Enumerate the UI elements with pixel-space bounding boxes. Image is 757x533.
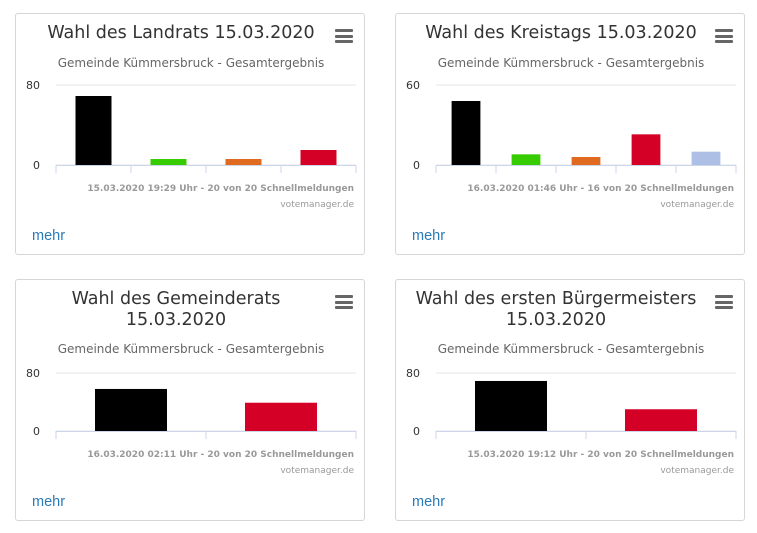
chart-svg-landrat: 0 80	[26, 79, 357, 173]
status-text: 16.03.2020 01:46 Uhr - 16 von 20 Schnell…	[467, 184, 734, 194]
y-tick-label: 80	[26, 367, 40, 380]
bar	[571, 157, 601, 165]
credit-text: votemanager.de	[660, 466, 734, 476]
bar	[511, 154, 541, 165]
chart-title: Wahl des Landrats 15.03.2020	[47, 23, 315, 43]
chart-card-buergermeister: 0 80 Wahl des ersten Bürgermeisters 15.03…	[395, 279, 745, 521]
more-link[interactable]: mehr	[32, 494, 66, 510]
credit-text: votemanager.de	[660, 200, 734, 210]
bar	[150, 159, 187, 165]
bar	[625, 409, 697, 431]
chart-card-kreistag: 0 60 Wahl des Kreistags 15.03.2020 Gemein…	[395, 13, 745, 255]
chart-card-landrat: 0 80 Wahl des Landrats 15.03.2020 Gemeind…	[15, 13, 365, 255]
bar	[75, 96, 112, 165]
hamburger-menu-icon[interactable]	[335, 29, 353, 43]
more-link[interactable]: mehr	[412, 228, 446, 244]
y-tick-label: 60	[406, 79, 420, 92]
chart-subtitle: Gemeinde Kümmersbruck - Gesamtergebnis	[437, 56, 705, 70]
bar	[451, 101, 481, 165]
bar	[475, 380, 547, 431]
y-tick-label: 0	[33, 425, 40, 438]
bar	[95, 388, 167, 431]
status-text: 15.03.2020 19:12 Uhr - 20 von 20 Schnell…	[467, 450, 734, 460]
y-tick-label: 0	[413, 159, 420, 172]
credit-text: votemanager.de	[280, 200, 354, 210]
chart-svg-gemeinderat: 0 80	[26, 367, 357, 439]
y-tick-label: 0	[413, 425, 420, 438]
chart-svg-kreistag: 0 60	[406, 79, 737, 173]
status-text: 16.03.2020 02:11 Uhr - 20 von 20 Schnell…	[87, 450, 354, 460]
chart-title: Wahl des Kreistags 15.03.2020	[425, 23, 697, 43]
more-link[interactable]: mehr	[32, 228, 66, 244]
status-text: 15.03.2020 19:29 Uhr - 20 von 20 Schnell…	[87, 184, 354, 194]
more-link[interactable]: mehr	[412, 494, 446, 510]
bar	[691, 151, 721, 165]
bar	[225, 159, 262, 165]
chart-subtitle: Gemeinde Kümmersbruck - Gesamtergebnis	[57, 56, 325, 70]
y-tick-label: 80	[26, 79, 40, 92]
chart-subtitle: Gemeinde Kümmersbruck - Gesamtergebnis	[57, 342, 325, 356]
chart-subtitle: Gemeinde Kümmersbruck - Gesamtergebnis	[437, 342, 705, 356]
hamburger-menu-icon[interactable]	[335, 295, 353, 309]
chart-title: Wahl des ersten Bürgermeisters 15.03.202…	[415, 289, 697, 330]
chart-card-gemeinderat: 0 80 Wahl des Gemeinderats 15.03.2020 Gem…	[15, 279, 365, 521]
bar	[631, 134, 661, 165]
hamburger-menu-icon[interactable]	[715, 29, 733, 43]
chart-svg-buergermeister: 0 80	[406, 367, 737, 439]
bar	[245, 402, 317, 431]
chart-title: Wahl des Gemeinderats 15.03.2020	[71, 289, 281, 330]
credit-text: votemanager.de	[280, 466, 354, 476]
y-tick-label: 0	[33, 159, 40, 172]
bar	[300, 150, 337, 165]
y-tick-label: 80	[406, 367, 420, 380]
hamburger-menu-icon[interactable]	[715, 295, 733, 309]
